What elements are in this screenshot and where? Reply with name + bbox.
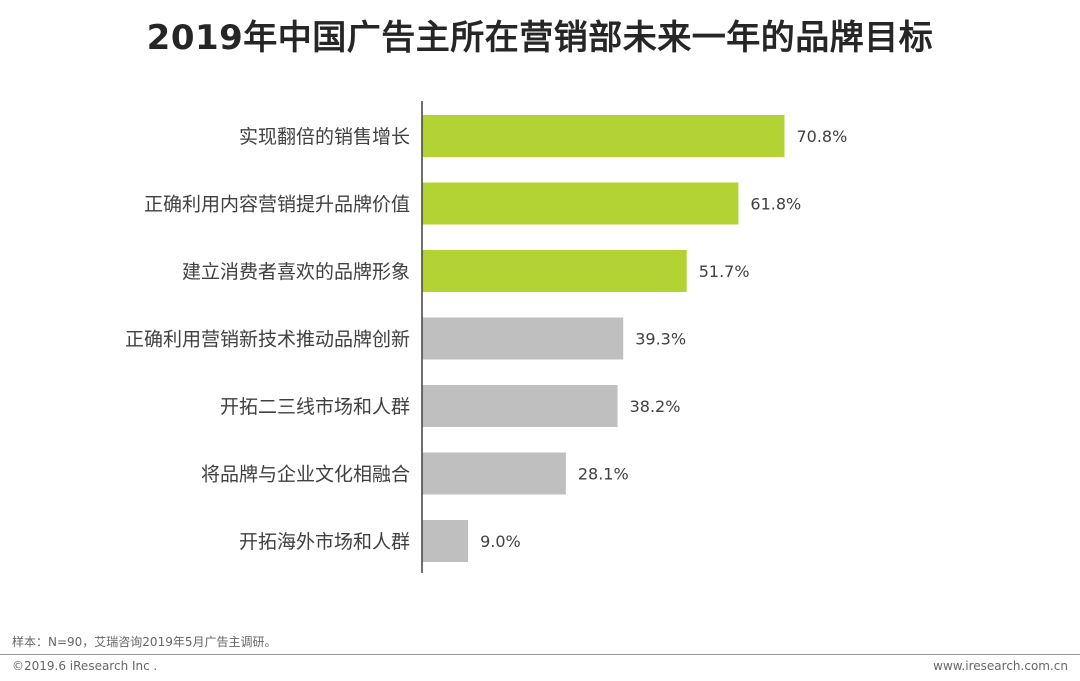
- chart-title: 2019年中国广告主所在营销部未来一年的品牌目标: [146, 18, 934, 58]
- value-label-6: 28.1%: [578, 465, 629, 484]
- value-label-4: 39.3%: [635, 330, 686, 349]
- bar-5: [422, 385, 618, 427]
- category-label-1: 实现翻倍的销售增长: [239, 126, 410, 148]
- value-label-3: 51.7%: [699, 262, 750, 281]
- bar-1: [422, 115, 785, 157]
- bar-chart: 实现翻倍的销售增长 70.8% 正确利用内容营销提升品牌价值 61.8% 建立消费者喜欢…: [125, 101, 847, 573]
- bar-6: [422, 452, 566, 495]
- footer-divider: [0, 654, 1080, 655]
- category-label-6: 将品牌与企业文化相融合: [201, 464, 410, 486]
- category-label-5: 开拓二三线市场和人群: [220, 396, 410, 418]
- category-label-3: 建立消费者喜欢的品牌形象: [182, 261, 410, 283]
- value-label-2: 61.8%: [750, 195, 801, 214]
- bar-2: [422, 182, 739, 225]
- category-label-2: 正确利用内容营销提升品牌价值: [144, 194, 410, 216]
- value-label-5: 38.2%: [630, 397, 681, 416]
- bar-3: [422, 250, 687, 292]
- sample-footnote: 样本：N=90，艾瑞咨询2019年5月广告主调研。: [12, 635, 277, 649]
- bar-4: [422, 317, 624, 360]
- value-label-1: 70.8%: [796, 127, 847, 146]
- copyright-text: ©2019.6 iResearch Inc .: [12, 659, 158, 673]
- value-label-7: 9.0%: [480, 532, 521, 551]
- website-url: www.iresearch.com.cn: [933, 659, 1068, 673]
- category-label-7: 开拓海外市场和人群: [239, 531, 410, 553]
- category-label-4: 正确利用营销新技术推动品牌创新: [125, 329, 410, 351]
- bar-7: [422, 520, 469, 562]
